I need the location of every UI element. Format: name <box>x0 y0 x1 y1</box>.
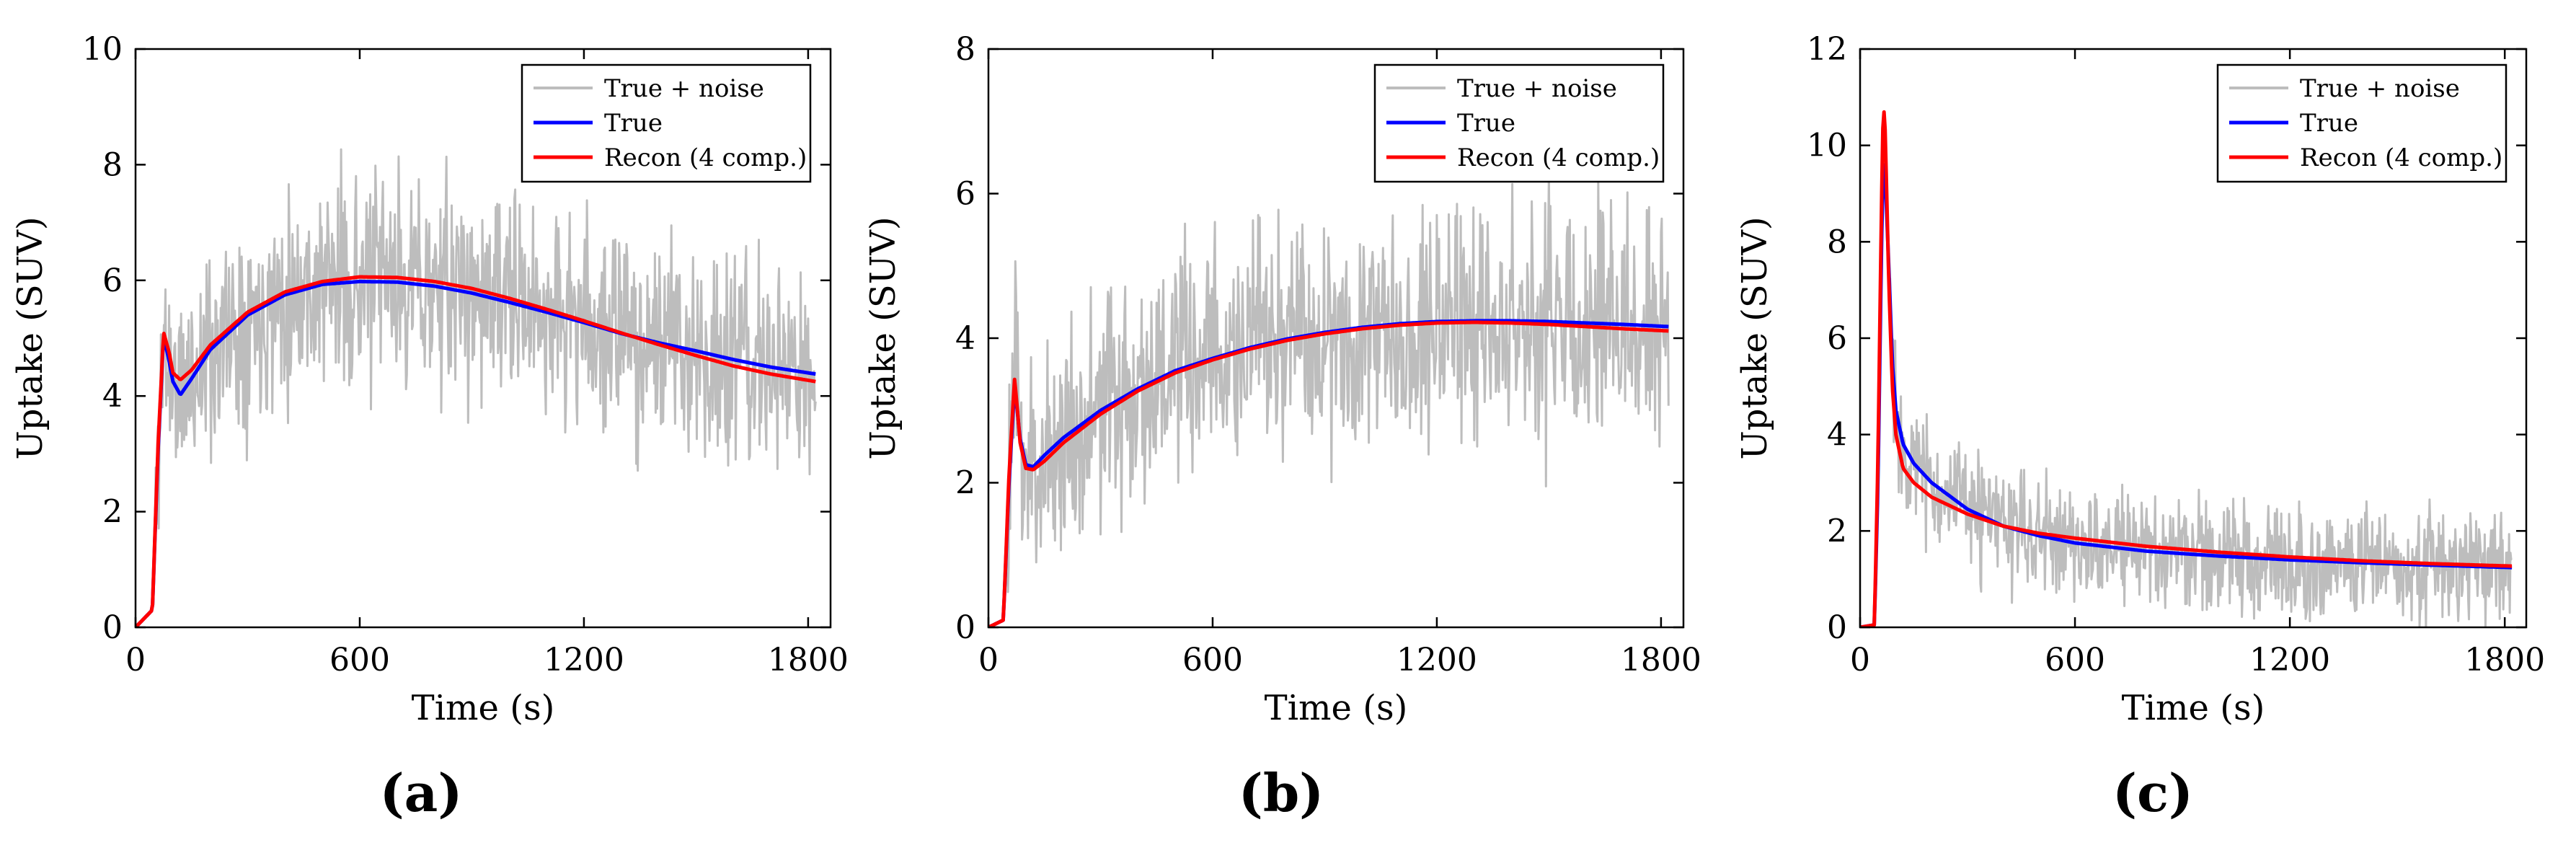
x-tick-label-0-3: 1800 <box>768 642 849 679</box>
panel-caption-b: (b) <box>1238 762 1324 823</box>
legend-label-1-2: Recon (4 comp.) <box>1457 143 1660 172</box>
legend-label-0-0: True + noise <box>604 74 764 103</box>
series-line-0-0 <box>136 148 817 627</box>
legend-label-0-1: True <box>604 109 663 138</box>
x-axis-label-1: Time (s) <box>1265 688 1408 728</box>
series-line-1-2 <box>988 320 1670 627</box>
y-tick-label-2-1: 2 <box>1827 513 1847 549</box>
x-tick-label-2-0: 0 <box>1850 642 1870 679</box>
x-tick-label-0-1: 600 <box>329 642 390 679</box>
series-line-1-0 <box>988 173 1670 627</box>
x-tick-label-2-1: 600 <box>2045 642 2105 679</box>
y-tick-label-0-4: 8 <box>102 146 123 183</box>
legend-label-1-1: True <box>1457 109 1515 138</box>
legend-0: True + noise True Recon (4 comp.) <box>521 63 812 183</box>
x-axis-label-2: Time (s) <box>2122 688 2265 728</box>
plot-frame-0 <box>134 48 832 629</box>
x-tick-label-0-2: 1200 <box>544 642 624 679</box>
x-tick-label-1-3: 1800 <box>1621 642 1701 679</box>
y-tick-label-0-5: 10 <box>82 31 123 68</box>
legend-label-2-2: Recon (4 comp.) <box>2300 143 2502 172</box>
x-tick-label-2-3: 1800 <box>2464 642 2545 679</box>
legend-1: True + noise True Recon (4 comp.) <box>1373 63 1665 183</box>
y-axis-label-2: Uptake (SUV) <box>1735 216 1775 459</box>
legend-label-0-2: Recon (4 comp.) <box>604 143 807 172</box>
y-tick-label-0-2: 4 <box>102 378 123 415</box>
y-tick-label-1-2: 4 <box>955 320 975 357</box>
series-line-2-0 <box>1860 160 2513 627</box>
y-axis-label-0: Uptake (SUV) <box>10 216 50 459</box>
y-tick-label-2-3: 6 <box>1827 320 1847 357</box>
y-tick-label-2-4: 8 <box>1827 224 1847 260</box>
y-tick-label-1-0: 0 <box>955 609 975 646</box>
chart-panel-2: 0 600 1200 1800 0 2 4 6 8 10 12 Time (s) Uptake (SUV… <box>1735 31 2545 728</box>
series-group-0 <box>136 148 817 627</box>
x-axis-label-0: Time (s) <box>412 688 555 728</box>
panel-caption-c: (c) <box>2112 762 2193 823</box>
y-tick-label-1-1: 2 <box>955 465 975 502</box>
series-line-0-2 <box>136 275 817 627</box>
y-tick-label-2-6: 12 <box>1807 31 1847 68</box>
y-tick-label-1-4: 8 <box>955 31 975 68</box>
x-tick-label-2-2: 1200 <box>2249 642 2330 679</box>
y-tick-label-2-5: 10 <box>1807 128 1847 164</box>
series-group-1 <box>988 173 1670 627</box>
legend-label-2-1: True <box>2300 109 2358 138</box>
y-tick-label-0-0: 0 <box>102 609 123 646</box>
chart-panel-0: 0 600 1200 1800 0 2 4 6 8 10 Time (s) Uptake (SUV) T… <box>10 31 849 728</box>
series-line-2-2 <box>1860 110 2513 627</box>
legend-2: True + noise True Recon (4 comp.) <box>2216 63 2508 183</box>
x-tick-label-1-2: 1200 <box>1397 642 1477 679</box>
y-tick-label-0-1: 2 <box>102 494 123 531</box>
legend-label-1-0: True + noise <box>1457 74 1617 103</box>
legend-label-2-0: True + noise <box>2300 74 2460 103</box>
y-tick-label-2-2: 4 <box>1827 417 1847 454</box>
series-group-2 <box>1860 110 2513 627</box>
y-tick-label-1-3: 6 <box>955 176 975 213</box>
y-tick-label-2-0: 0 <box>1827 609 1847 646</box>
x-tick-label-1-1: 600 <box>1182 642 1243 679</box>
x-tick-label-0-0: 0 <box>125 642 146 679</box>
chart-panel-1: 0 600 1200 1800 0 2 4 6 8 Time (s) Uptake (SUV) Tru… <box>863 31 1701 728</box>
y-tick-label-0-3: 6 <box>102 262 123 299</box>
x-tick-label-1-0: 0 <box>978 642 999 679</box>
y-axis-label-1: Uptake (SUV) <box>863 216 903 459</box>
panel-caption-a: (a) <box>379 762 463 823</box>
series-line-0-1 <box>136 279 817 627</box>
